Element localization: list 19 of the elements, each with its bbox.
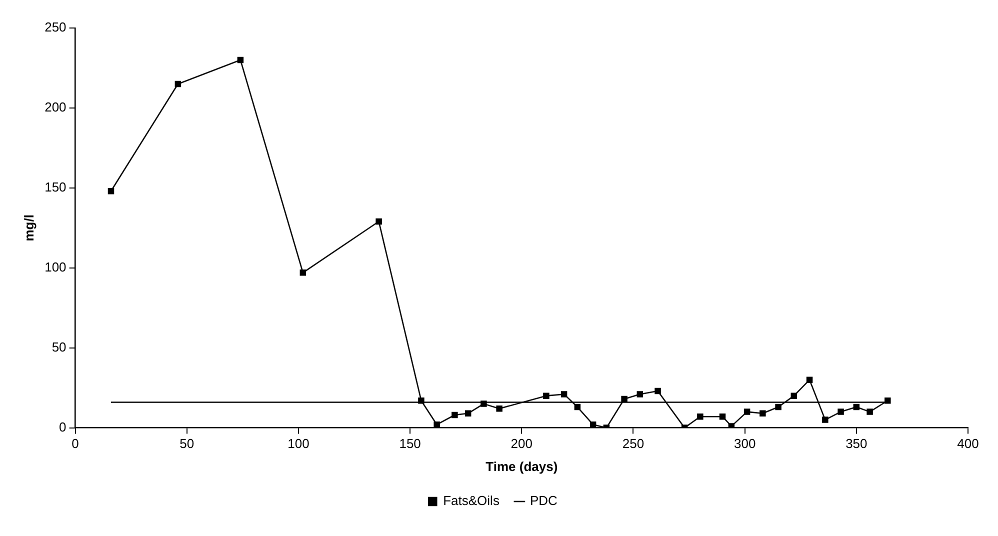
x-tick-label: 50 bbox=[180, 436, 194, 452]
x-axis-title: Time (days) bbox=[486, 458, 558, 474]
x-tick-label: 300 bbox=[734, 436, 756, 452]
x-tick-label: 100 bbox=[288, 436, 310, 452]
x-tick-label: 150 bbox=[399, 436, 421, 452]
x-tick-label: 400 bbox=[957, 436, 979, 452]
x-tick-label: 200 bbox=[510, 436, 532, 452]
y-tick-label: 250 bbox=[44, 20, 66, 35]
y-tick-label: 150 bbox=[44, 180, 66, 194]
y-tick-label: 200 bbox=[44, 100, 66, 115]
legend-label: Fats&Oils bbox=[443, 493, 500, 508]
y-tick-label: 50 bbox=[52, 339, 66, 354]
y-tick-label: 100 bbox=[44, 259, 66, 274]
x-tick-label: 0 bbox=[72, 436, 79, 452]
y-tick-label: 0 bbox=[59, 419, 66, 434]
y-axis-title: mg/l bbox=[21, 214, 36, 242]
x-tick-label: 250 bbox=[622, 436, 644, 452]
legend-label: PDC bbox=[530, 493, 558, 508]
x-tick-label: 350 bbox=[846, 436, 868, 452]
